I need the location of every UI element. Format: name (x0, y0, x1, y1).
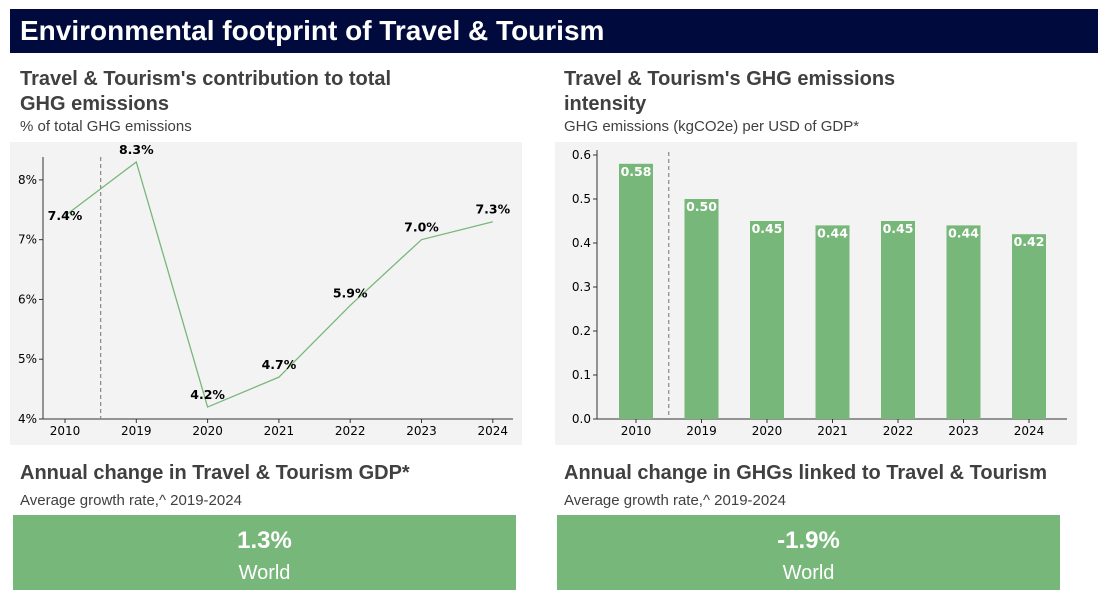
x-tick-label: 2020 (192, 424, 223, 438)
kpi-right-value: -1.9% (777, 527, 840, 554)
data-label: 4.7% (262, 357, 297, 372)
x-tick-label: 2024 (478, 424, 509, 438)
y-tick-label: 8% (18, 173, 37, 187)
x-tick-label: 2010 (50, 424, 81, 438)
x-tick-label: 2023 (948, 424, 979, 438)
x-tick-label: 2019 (686, 424, 717, 438)
left-chart-subtitle: % of total GHG emissions (20, 118, 192, 135)
kpi-left-value: 1.3% (237, 527, 292, 554)
y-tick-label: 6% (18, 292, 37, 306)
y-tick-label: 0.3 (572, 280, 591, 294)
page-title: Environmental footprint of Travel & Tour… (20, 15, 605, 46)
x-tick-label: 2022 (883, 424, 914, 438)
x-tick-label: 2019 (121, 424, 152, 438)
bar (815, 225, 850, 419)
x-tick-label: 2021 (264, 424, 295, 438)
y-tick-label: 0.6 (572, 148, 591, 162)
y-tick-label: 4% (18, 412, 37, 426)
bar-value-label: 0.44 (817, 225, 848, 240)
kpi-left-card: 1.3% World (13, 515, 516, 590)
y-tick-label: 0.2 (572, 324, 591, 338)
bar-value-label: 0.45 (752, 221, 783, 236)
bar-value-label: 0.42 (1014, 234, 1045, 249)
bar-value-label: 0.50 (686, 199, 717, 214)
data-label: 5.9% (333, 285, 368, 300)
kpi-right-subtitle: Average growth rate,^ 2019-2024 (564, 492, 786, 509)
x-tick-label: 2023 (406, 424, 437, 438)
left-chart-title: Travel & Tourism's contribution to total… (20, 68, 392, 115)
y-tick-label: 0.1 (572, 368, 591, 382)
x-tick-label: 2020 (752, 424, 783, 438)
right-chart-subtitle: GHG emissions (kgCO2e) per USD of GDP* (564, 118, 860, 135)
y-tick-label: 0.5 (572, 192, 591, 206)
y-tick-label: 5% (18, 352, 37, 366)
bar-value-label: 0.58 (621, 164, 652, 179)
kpi-left-title: Annual change in Travel & Tourism GDP* (20, 462, 410, 484)
kpi-right-label: World (782, 562, 835, 584)
data-label: 7.0% (404, 220, 439, 235)
data-label: 4.2% (190, 387, 225, 402)
x-tick-label: 2010 (621, 424, 652, 438)
y-tick-label: 7% (18, 233, 37, 247)
bar (619, 163, 653, 419)
bar (684, 199, 719, 419)
bar (881, 221, 915, 419)
kpi-left-label: World (238, 562, 291, 584)
header-banner: Environmental footprint of Travel & Tour… (10, 9, 1098, 53)
right-chart-title: Travel & Tourism's GHG emissions intensi… (564, 68, 896, 115)
kpi-right-title: Annual change in GHGs linked to Travel &… (564, 462, 1048, 484)
ghg-share-series-line (64, 160, 493, 408)
data-label: 8.3% (119, 142, 154, 157)
bar-value-label: 0.45 (883, 221, 914, 236)
data-label: 7.4% (48, 208, 83, 223)
y-tick-label: 0.4 (572, 236, 591, 250)
bar (946, 225, 981, 419)
y-tick-label: 0.0 (572, 412, 591, 426)
x-tick-label: 2021 (817, 424, 848, 438)
bar (750, 221, 784, 419)
bar-value-label: 0.44 (948, 225, 979, 240)
x-tick-label: 2022 (335, 424, 366, 438)
bar (1012, 234, 1046, 419)
kpi-right-card: -1.9% World (557, 515, 1060, 590)
x-tick-label: 2024 (1014, 424, 1045, 438)
data-label: 7.3% (475, 202, 510, 217)
kpi-left-subtitle: Average growth rate,^ 2019-2024 (20, 492, 242, 509)
